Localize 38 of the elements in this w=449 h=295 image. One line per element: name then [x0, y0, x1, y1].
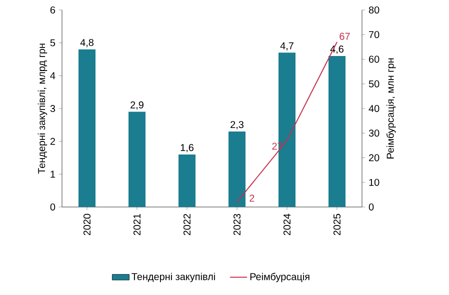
y2-tick-label: 20 [369, 154, 380, 162]
bar [78, 49, 96, 207]
data-label: 1,6 [180, 144, 194, 152]
y-tick-label: 2 [50, 138, 55, 145]
x-tick-label: 2025 [333, 214, 341, 236]
data-label: 67 [340, 32, 350, 40]
x-tick-label: 2022 [183, 214, 191, 236]
data-label: 4,8 [80, 38, 94, 48]
y2-tick-label: 40 [368, 104, 380, 112]
x-tick-label: 2024 [283, 214, 291, 236]
y2-tick-label: 80 [368, 6, 380, 14]
data-label: 2 [250, 194, 254, 202]
y2-tick-label: 30 [368, 130, 380, 137]
data-label: 2,3 [230, 121, 244, 130]
y-tick-label: 5 [50, 39, 56, 46]
y-axis-title: Тендерні закупівлі, млрд грн [38, 44, 48, 174]
y-tick-label: 4 [50, 72, 56, 80]
bar [128, 112, 146, 207]
y-tick-label: 1 [50, 170, 56, 178]
data-label: 4,7 [280, 42, 294, 50]
y-tick-label: 0 [50, 203, 56, 211]
x-tick-label: 2021 [133, 214, 141, 236]
y2-axis-title: Реімбурсація, млн грн [386, 58, 396, 158]
y-tick-label: 3 [50, 104, 56, 112]
bar [328, 56, 346, 207]
legend-label: Тендерні закупівлі [132, 272, 215, 282]
y2-tick-label: 50 [368, 80, 380, 88]
y2-tick-label: 10 [369, 178, 380, 186]
bar [178, 154, 196, 207]
bar [228, 131, 246, 207]
y2-tick-label: 70 [369, 31, 380, 38]
y2-tick-label: 60 [369, 56, 380, 63]
x-tick-label: 2020 [83, 214, 91, 236]
legend-label: Реімбурсація [250, 272, 310, 282]
x-tick-label: 2023 [233, 214, 241, 236]
y2-tick-label: 0 [368, 203, 374, 211]
y-tick-label: 6 [50, 6, 56, 14]
data-label: 2,9 [130, 101, 144, 110]
